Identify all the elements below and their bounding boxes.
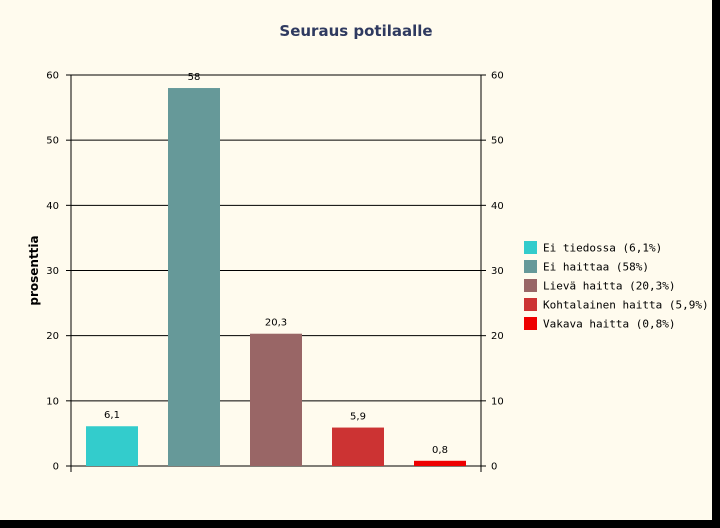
legend-label-4: Vakava haitta (0,8%) <box>543 318 675 331</box>
legend-swatch-3 <box>524 298 537 311</box>
y-tick-label-right: 60 <box>491 71 504 82</box>
legend-label-1: Ei haittaa (58%) <box>543 261 649 274</box>
bar-chart: 0 0 10 10 20 20 30 30 40 40 50 50 60 60 prosenttia 6,1 5… <box>27 71 709 473</box>
bar-3 <box>332 427 384 466</box>
y-tick-label-left: 30 <box>46 266 59 277</box>
chart-title: Seuraus potilaalle <box>279 22 433 40</box>
legend-label-3: Kohtalainen haitta (5,9%) <box>543 299 709 312</box>
bar-value-label-1: 58 <box>188 72 201 83</box>
chart-frame: Seuraus potilaalle 0 0 10 10 20 20 30 30 40 40 50 5… <box>0 0 712 520</box>
y-tick-label-right: 10 <box>491 396 504 407</box>
y-tick-label-left: 60 <box>46 71 59 82</box>
bar-value-label-0: 6,1 <box>104 410 120 421</box>
y-tick-label-left: 0 <box>53 462 59 473</box>
y-tick-label-right: 40 <box>491 201 504 212</box>
y-tick-label-left: 10 <box>46 396 59 407</box>
bar-value-label-2: 20,3 <box>265 318 287 329</box>
legend-swatch-0 <box>524 241 537 254</box>
legend-swatch-4 <box>524 317 537 330</box>
bar-value-label-3: 5,9 <box>350 412 366 423</box>
y-tick-label-right: 50 <box>491 136 504 147</box>
y-tick-label-right: 30 <box>491 266 504 277</box>
y-tick-label-right: 0 <box>491 462 497 473</box>
bar-2 <box>250 333 302 466</box>
y-tick-label-left: 20 <box>46 331 59 342</box>
y-axis-label: prosenttia <box>27 235 41 305</box>
legend-swatch-2 <box>524 279 537 292</box>
legend-label-2: Lievä haitta (20,3%) <box>543 280 675 293</box>
y-tick-label-left: 40 <box>46 201 59 212</box>
bar-0 <box>86 426 138 466</box>
legend-swatch-1 <box>524 260 537 273</box>
bar-4 <box>414 460 466 466</box>
y-tick-label-left: 50 <box>46 136 59 147</box>
y-tick-label-right: 20 <box>491 331 504 342</box>
bar-value-label-4: 0,8 <box>432 445 448 456</box>
bar-1 <box>168 88 220 467</box>
legend-label-0: Ei tiedossa (6,1%) <box>543 242 662 255</box>
